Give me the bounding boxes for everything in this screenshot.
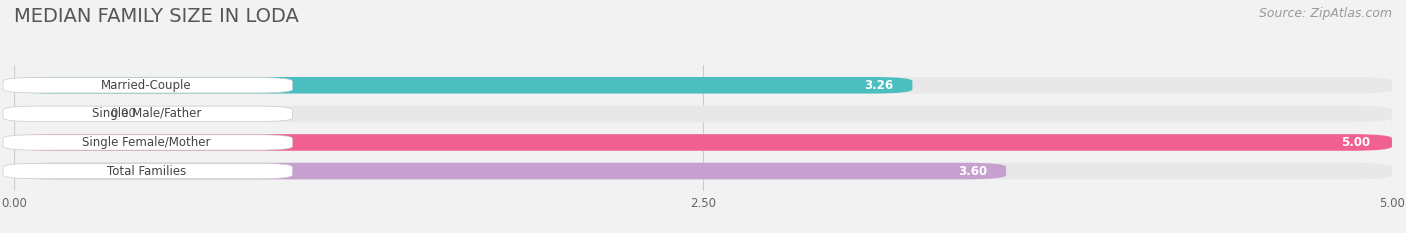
FancyBboxPatch shape xyxy=(3,106,292,122)
FancyBboxPatch shape xyxy=(14,163,1007,179)
Text: 3.26: 3.26 xyxy=(865,79,893,92)
FancyBboxPatch shape xyxy=(3,163,292,179)
FancyBboxPatch shape xyxy=(14,77,1392,94)
Text: MEDIAN FAMILY SIZE IN LODA: MEDIAN FAMILY SIZE IN LODA xyxy=(14,7,299,26)
Text: Total Families: Total Families xyxy=(107,164,186,178)
Text: Married-Couple: Married-Couple xyxy=(101,79,191,92)
Text: 0.00: 0.00 xyxy=(111,107,136,120)
FancyBboxPatch shape xyxy=(14,134,1392,151)
FancyBboxPatch shape xyxy=(14,77,912,94)
FancyBboxPatch shape xyxy=(3,78,292,93)
Text: 5.00: 5.00 xyxy=(1341,136,1369,149)
Text: Single Female/Mother: Single Female/Mother xyxy=(82,136,211,149)
FancyBboxPatch shape xyxy=(14,163,1392,179)
Text: Source: ZipAtlas.com: Source: ZipAtlas.com xyxy=(1258,7,1392,20)
FancyBboxPatch shape xyxy=(14,106,1392,122)
Text: 3.60: 3.60 xyxy=(957,164,987,178)
Text: Single Male/Father: Single Male/Father xyxy=(91,107,201,120)
FancyBboxPatch shape xyxy=(3,135,292,150)
FancyBboxPatch shape xyxy=(14,134,1392,151)
